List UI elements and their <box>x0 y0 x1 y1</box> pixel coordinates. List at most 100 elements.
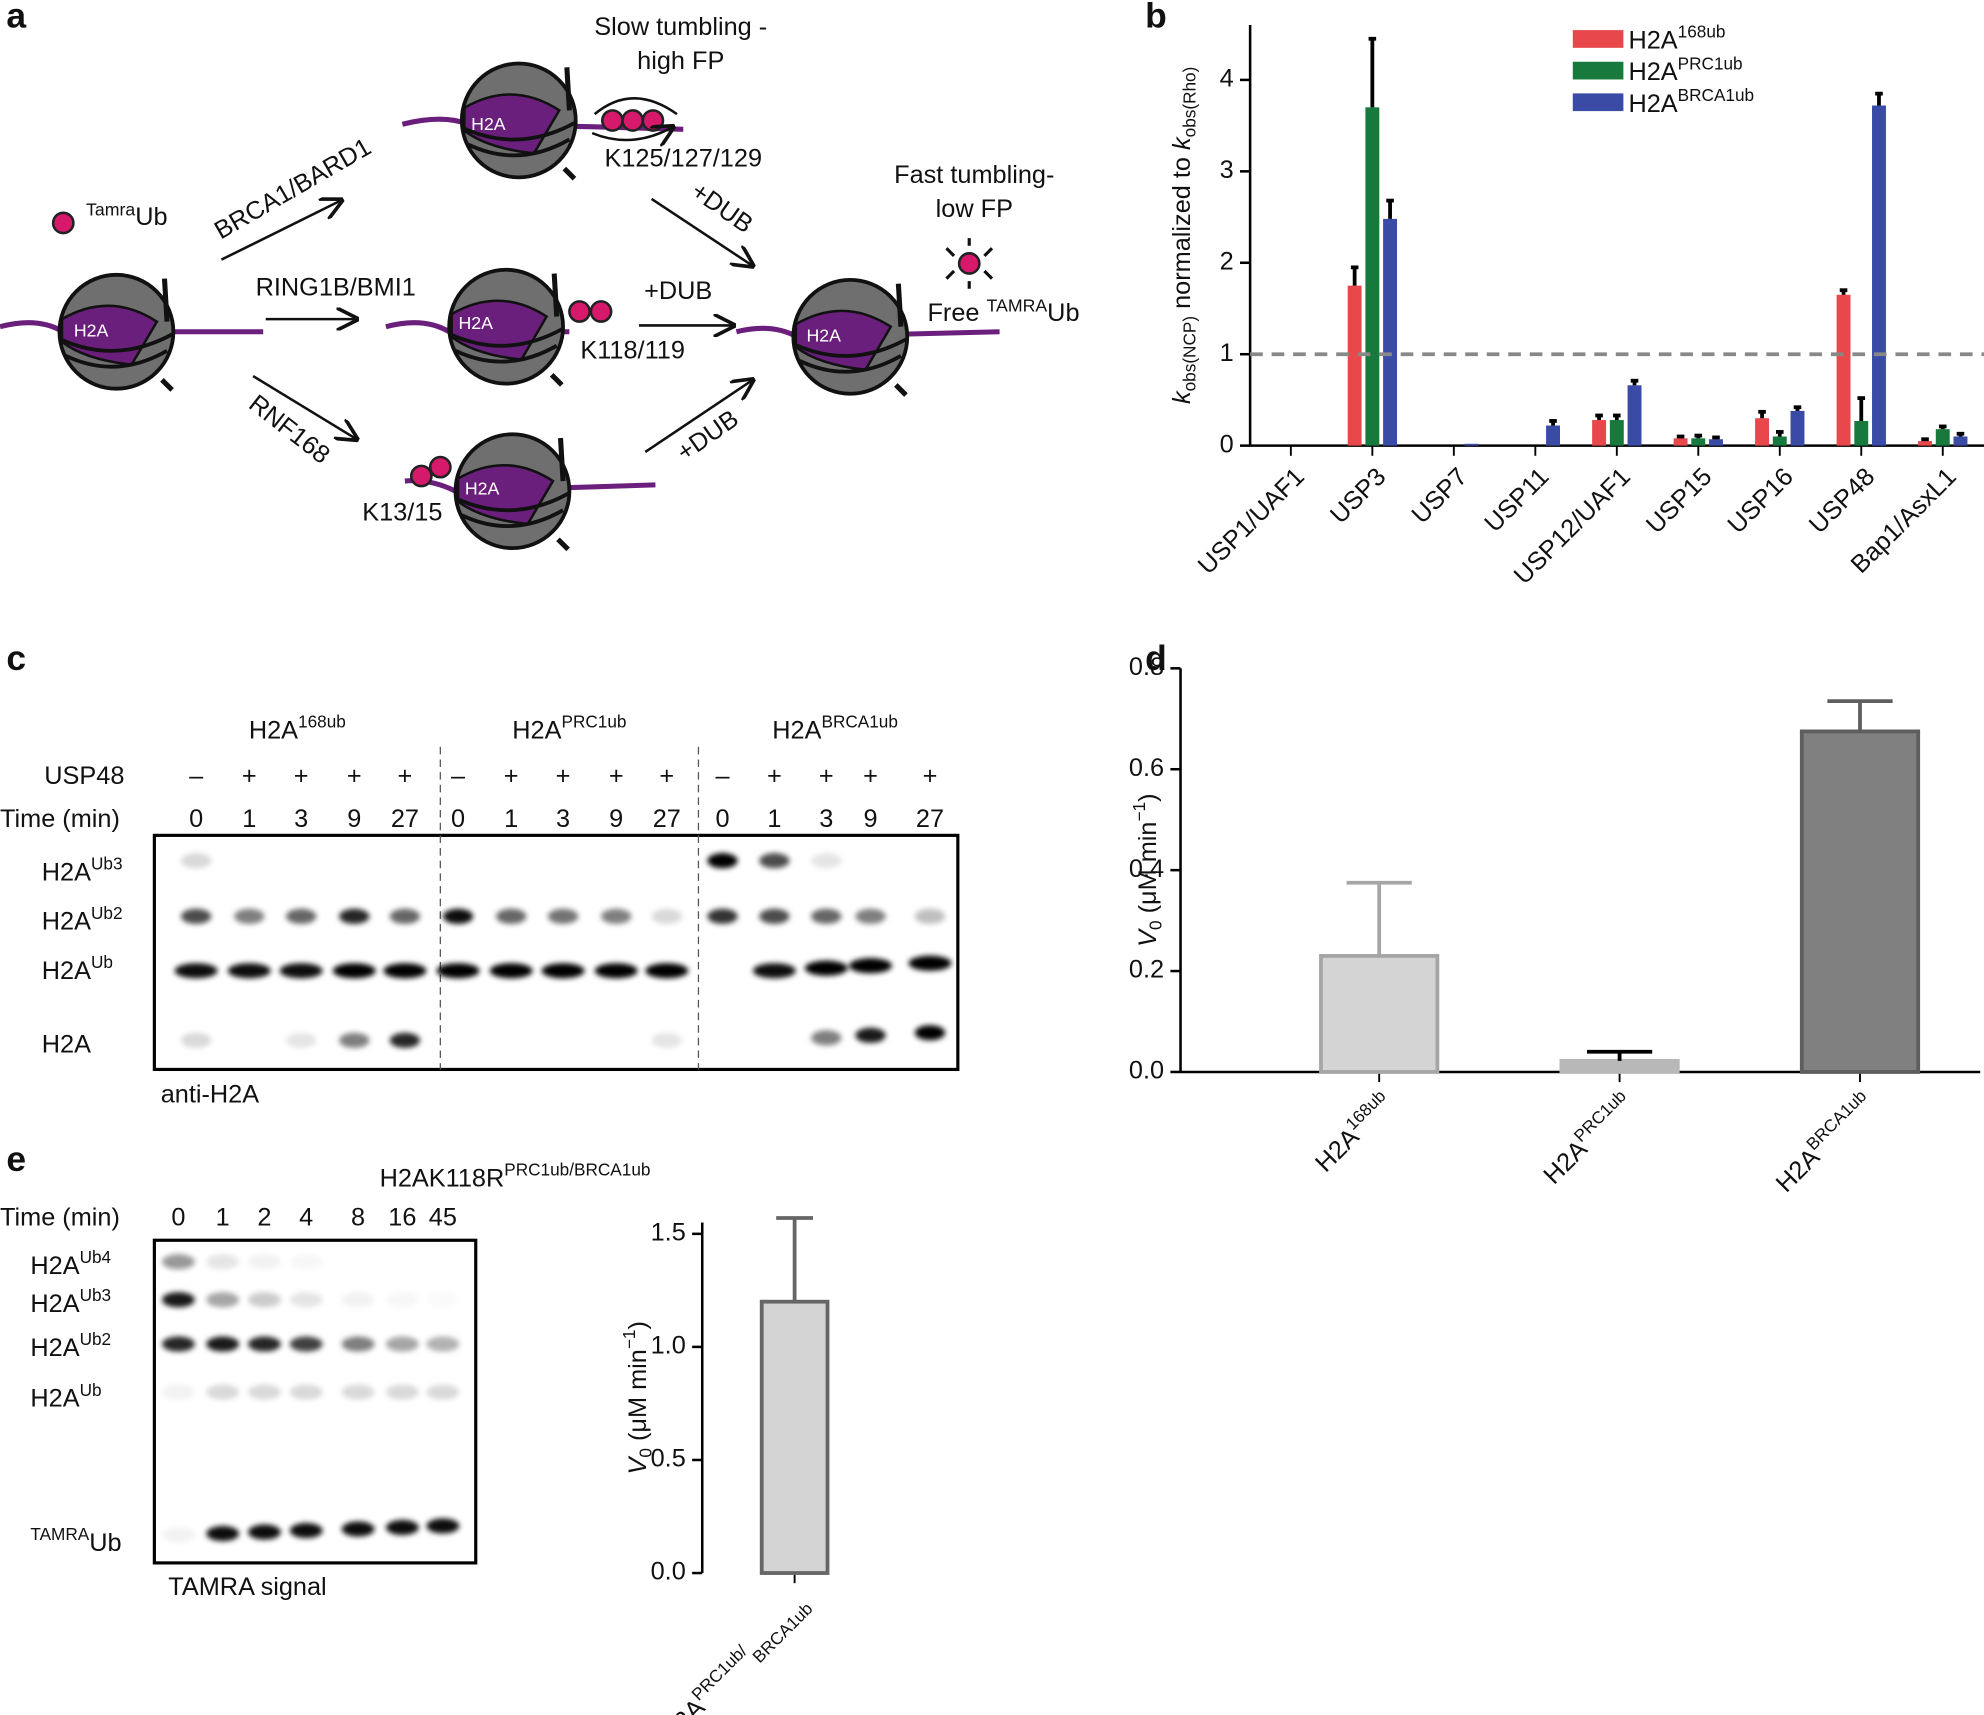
signal-label: TAMRA signal <box>168 1573 326 1601</box>
x-tick-label: USP16 <box>1722 463 1798 539</box>
gel-band <box>206 1292 240 1308</box>
gel-band <box>289 1292 323 1308</box>
gel-band <box>855 1027 886 1043</box>
text-part: 168ub <box>298 711 346 731</box>
gel-band <box>248 1336 281 1352</box>
sign: + <box>863 762 878 790</box>
substrate-label: H2APRC1ub <box>512 711 626 744</box>
time-value: 2 <box>257 1203 271 1231</box>
ligase: RING1B/BMI1 <box>256 273 416 301</box>
y-tick-label: 0.5 <box>651 1445 686 1473</box>
gel-band <box>227 963 271 979</box>
gel-band <box>426 1336 460 1352</box>
gel-band <box>341 1336 375 1352</box>
y-tick-label: 0.0 <box>651 1558 686 1586</box>
histone-label: H2A <box>465 479 500 499</box>
text-part: H2A <box>30 1252 79 1280</box>
dub: +DUB <box>644 277 712 305</box>
x-tick-label: H2APRC1ub <box>1535 1085 1639 1189</box>
sign: + <box>347 762 362 790</box>
ubiquitin <box>589 300 613 323</box>
y-tick-label: 0.2 <box>1129 956 1164 984</box>
arrow <box>220 200 341 261</box>
text-part: 0 <box>1145 920 1165 930</box>
text-part: V <box>1134 928 1162 947</box>
bar <box>1755 418 1770 446</box>
ubiquitin <box>428 455 452 479</box>
time-value: 9 <box>609 805 623 833</box>
tumbling-marks <box>945 238 994 289</box>
time-value: 27 <box>653 805 681 833</box>
gel-band <box>161 1527 195 1543</box>
bar <box>1772 436 1787 446</box>
text-part: PRC1ub <box>562 711 627 731</box>
text-part: normalized to <box>1168 150 1196 316</box>
bar <box>1383 218 1398 446</box>
bar <box>1953 436 1968 446</box>
time-value: 27 <box>391 805 419 833</box>
gel-band <box>914 1025 946 1041</box>
text-part: Ub4 <box>80 1247 112 1267</box>
gel-band <box>341 1521 375 1537</box>
x-tick-label: USP48 <box>1804 463 1880 539</box>
annotation: Fast tumbling- <box>894 161 1054 189</box>
time-value: 3 <box>819 805 833 833</box>
time-value: 3 <box>556 805 570 833</box>
time-value: 16 <box>388 1203 416 1231</box>
gel-band <box>234 908 265 924</box>
gel-band <box>496 908 527 924</box>
text-part: BRCA1ub <box>1678 84 1754 104</box>
gel-band <box>206 1254 240 1270</box>
text-part: (μM min <box>1134 822 1162 921</box>
text-part: Ub2 <box>80 1329 112 1349</box>
ubiquitin <box>641 109 665 132</box>
sign: – <box>189 762 204 790</box>
gel-band <box>426 1518 460 1534</box>
gel-band <box>206 1384 240 1400</box>
gel-band <box>645 963 689 979</box>
gel-band <box>285 908 317 924</box>
x-tick-label: H2ABRCA1ub <box>1767 1085 1879 1197</box>
gel-band <box>426 1292 459 1307</box>
histone-label: H2A <box>74 320 109 340</box>
text-part: Ub <box>135 203 167 231</box>
gel-band <box>707 908 738 924</box>
site: K13/15 <box>362 499 442 527</box>
site: K125/127/129 <box>604 144 762 172</box>
text-part: Ub <box>89 1529 121 1557</box>
legend-swatch <box>1572 61 1624 80</box>
time-value: 1 <box>767 805 781 833</box>
text-part: H2A <box>772 716 821 744</box>
sign: + <box>767 762 782 790</box>
scheme: TamraUb BRCA1/BARD1 RING1B/BMI1 RNF168 S… <box>0 13 1080 550</box>
time-value: 8 <box>351 1203 365 1231</box>
bar <box>1592 420 1607 446</box>
sign: – <box>715 762 730 790</box>
text-part: PRC1ub <box>1569 1085 1629 1145</box>
text-part: H2A <box>42 1030 91 1058</box>
y-tick-label: 0 <box>1220 430 1234 458</box>
gel-band <box>180 1032 212 1048</box>
gel-band <box>759 908 790 924</box>
gel-band <box>811 1030 842 1046</box>
text-part: TAMRA <box>30 1524 89 1544</box>
gel-band <box>651 908 682 924</box>
gel-band <box>436 963 480 979</box>
y-tick-label: 1.5 <box>651 1219 686 1247</box>
gel-band <box>332 963 376 979</box>
gel-band <box>289 1522 323 1539</box>
sign: + <box>294 762 309 790</box>
sign: – <box>451 762 466 790</box>
gel-band <box>383 963 427 979</box>
gel-band <box>908 955 952 971</box>
bar <box>1609 420 1624 446</box>
band-label: H2AUb3 <box>30 1284 111 1317</box>
band-label: TAMRAUb <box>30 1524 121 1557</box>
time-value: 9 <box>347 805 361 833</box>
text-part: Free <box>927 299 986 327</box>
arrow <box>650 197 753 266</box>
time-value: 1 <box>504 805 518 833</box>
text-part: Ub3 <box>91 853 123 873</box>
text-part: V <box>624 1455 652 1474</box>
bar <box>1347 285 1362 446</box>
